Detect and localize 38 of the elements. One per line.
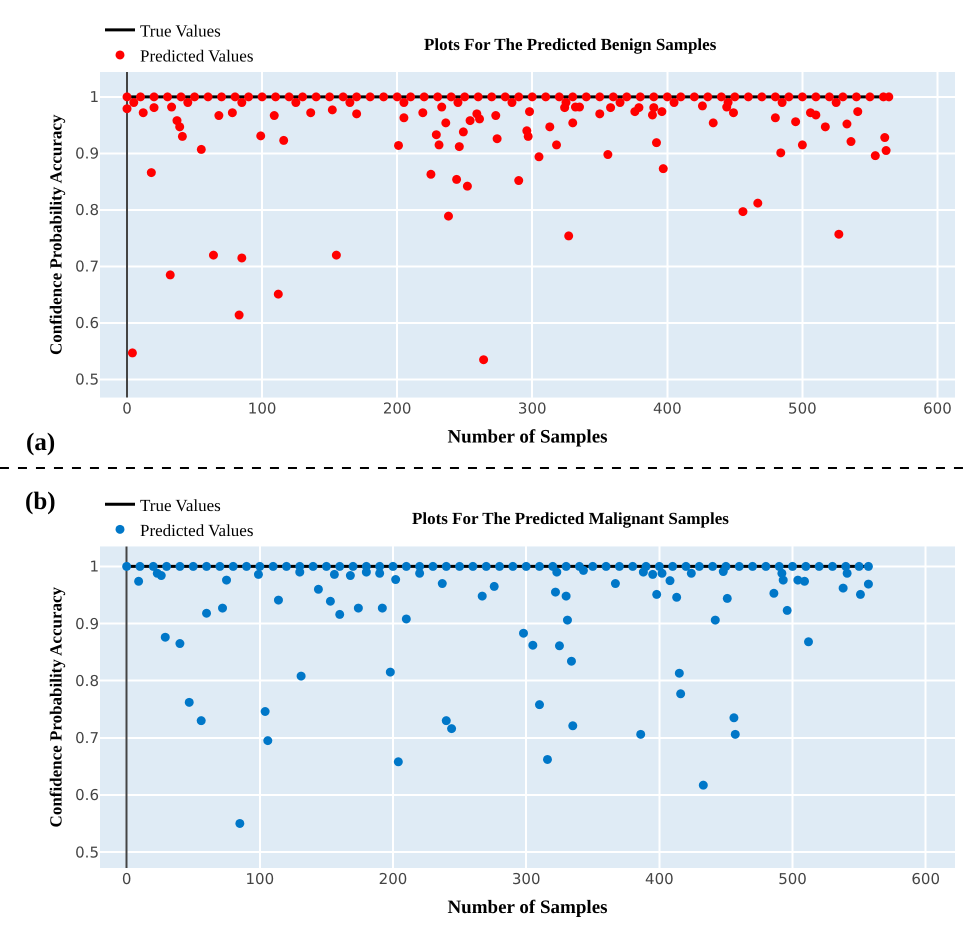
legend-label: True Values (140, 496, 221, 515)
y-tick-label: 0.7 (75, 258, 99, 276)
x-axis-title: Number of Samples (447, 896, 608, 918)
legend-label: Predicted Values (140, 520, 254, 540)
legend-label: True Values (140, 21, 221, 40)
x-tick-label: 200 (382, 400, 412, 418)
y-tick-label: 1 (89, 88, 99, 106)
y-tick-label: 0.7 (75, 729, 99, 748)
x-tick-label: 0 (122, 400, 132, 418)
x-tick-label: 300 (512, 870, 540, 888)
y-axis-title: Confidence Probability Accuracy (46, 586, 66, 828)
x-tick-label: 0 (122, 870, 132, 888)
x-tick-label: 500 (788, 400, 817, 418)
y-tick-label: 0.8 (75, 672, 99, 690)
chart-title: Plots For The Predicted Benign Samples (424, 35, 717, 54)
y-tick-label: 1 (89, 558, 99, 576)
x-tick-label: 400 (652, 400, 682, 418)
x-tick-label: 600 (911, 870, 940, 888)
x-tick-label: 200 (378, 870, 408, 888)
x-tick-label: 100 (248, 400, 276, 418)
x-tick-label: 100 (245, 870, 274, 888)
x-tick-label: 500 (778, 870, 807, 888)
x-tick-label: 600 (923, 400, 952, 418)
legend-label: Predicted Values (140, 46, 254, 66)
chart-title: Plots For The Predicted Malignant Samples (412, 509, 730, 528)
y-tick-label: 0.9 (75, 144, 99, 163)
y-axis-title: Confidence Probability Accuracy (46, 114, 66, 356)
x-axis-title: Number of Samples (447, 426, 608, 448)
y-tick-label: 0.6 (75, 314, 99, 332)
y-tick-label: 0.5 (75, 370, 99, 389)
y-tick-label: 0.9 (75, 614, 99, 633)
y-tick-label: 0.5 (75, 843, 99, 862)
y-tick-label: 0.8 (75, 201, 99, 220)
x-tick-label: 300 (518, 400, 547, 418)
y-tick-label: 0.6 (75, 786, 99, 804)
x-tick-label: 400 (645, 870, 674, 888)
text: (a) (26, 429, 56, 456)
text: (b) (25, 488, 56, 515)
